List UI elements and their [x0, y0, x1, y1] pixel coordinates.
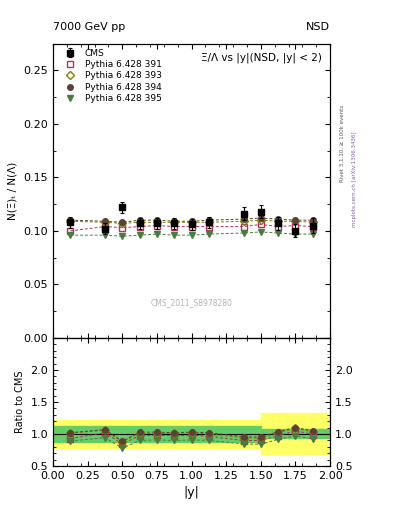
- Text: Rivet 3.1.10, ≥ 100k events: Rivet 3.1.10, ≥ 100k events: [340, 105, 345, 182]
- Text: Ξ̄/Λ vs |y|(NSD, |y| < 2): Ξ̄/Λ vs |y|(NSD, |y| < 2): [201, 52, 322, 63]
- Legend: CMS, Pythia 6.428 391, Pythia 6.428 393, Pythia 6.428 394, Pythia 6.428 395: CMS, Pythia 6.428 391, Pythia 6.428 393,…: [56, 46, 164, 105]
- Text: mcplots.cern.ch [arXiv:1306.3436]: mcplots.cern.ch [arXiv:1306.3436]: [352, 132, 357, 227]
- Y-axis label: N(Ξ)ₜ / N(Λ): N(Ξ)ₜ / N(Λ): [8, 162, 18, 220]
- X-axis label: |y|: |y|: [184, 486, 200, 499]
- Text: 7000 GeV pp: 7000 GeV pp: [53, 22, 125, 32]
- Text: CMS_2011_S8978280: CMS_2011_S8978280: [151, 298, 233, 307]
- Y-axis label: Ratio to CMS: Ratio to CMS: [15, 371, 25, 433]
- Text: NSD: NSD: [306, 22, 330, 32]
